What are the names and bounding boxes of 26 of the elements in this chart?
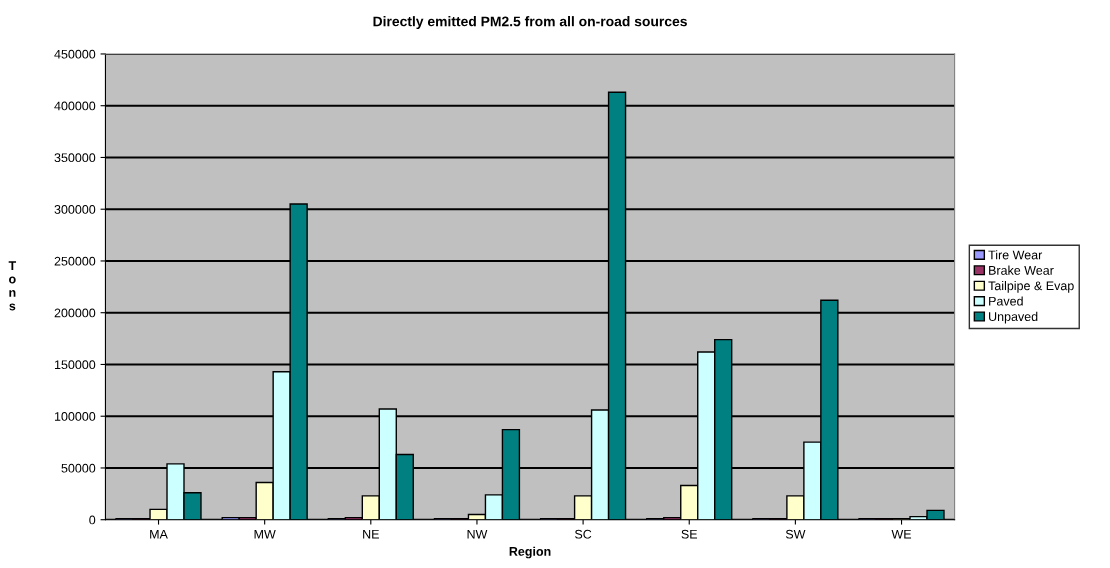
x-tick-label: SW: [785, 529, 806, 539]
x-tick-label: SE: [681, 529, 698, 539]
y-axis-title: Tons: [8, 261, 17, 311]
x-tick-label: NE: [363, 529, 379, 539]
x-tick-label: MA: [150, 529, 168, 539]
legend-label: Tailpipe & Evap: [988, 281, 1074, 293]
y-tick-label: 150000: [54, 360, 96, 370]
x-tick-label: NW: [467, 529, 488, 539]
legend-label: Paved: [989, 296, 1023, 306]
y-tick-label: 0: [89, 515, 96, 525]
chart-title: Directly emitted PM2.5 from all on-road sources: [373, 16, 687, 30]
legend-label: Unpaved: [989, 311, 1038, 324]
legend-label: Brake Wear: [989, 265, 1054, 275]
y-tick-label: 200000: [54, 308, 96, 318]
y-tick-label: 300000: [54, 205, 96, 214]
y-tick-label: 400000: [54, 101, 96, 111]
legend-label: Tire Wear: [988, 250, 1043, 260]
x-axis-title: Region: [509, 546, 551, 559]
y-tick-label: 250000: [54, 256, 96, 266]
x-tick-label: MW: [254, 529, 276, 539]
y-tick-label: 450000: [54, 49, 96, 59]
y-tick-label: 350000: [54, 153, 96, 163]
x-tick-label: WE: [891, 529, 912, 539]
x-tick-label: SC: [574, 529, 592, 539]
y-tick-label: 100000: [54, 412, 96, 421]
y-tick-label: 50000: [61, 463, 96, 473]
